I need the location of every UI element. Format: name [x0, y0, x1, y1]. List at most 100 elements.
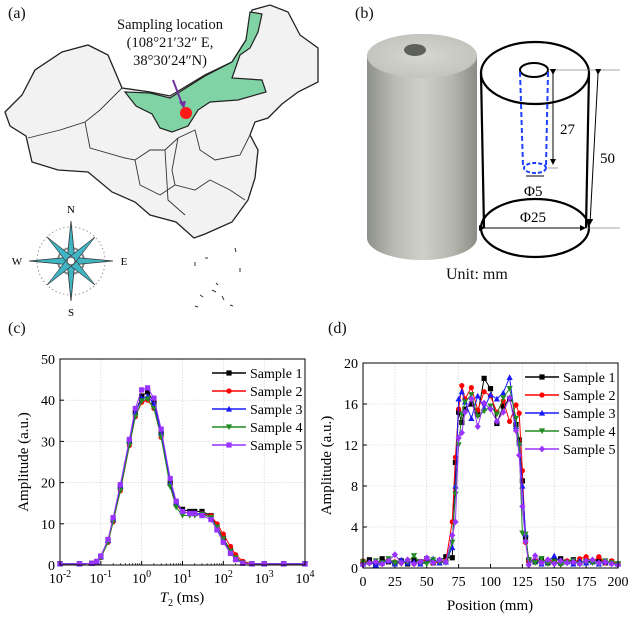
data-point — [227, 543, 234, 550]
y-tick-label: 0 — [48, 559, 55, 574]
data-point — [512, 415, 520, 422]
location-arrow-head — [179, 101, 186, 109]
data-point — [487, 386, 494, 392]
hole-side — [519, 71, 524, 167]
data-point — [458, 429, 465, 437]
data-point — [220, 531, 226, 537]
data-point — [372, 558, 379, 566]
data-point — [474, 413, 481, 420]
data-point — [474, 423, 481, 430]
panel-d-label: (d) — [328, 320, 347, 337]
data-point — [563, 559, 571, 567]
data-point — [583, 557, 590, 565]
data-point — [366, 559, 373, 567]
data-point — [391, 551, 398, 559]
y-tick-label: 12 — [344, 439, 358, 454]
data-point — [481, 399, 488, 407]
data-point — [455, 434, 462, 442]
data-point — [144, 396, 151, 403]
x-tick-label: 104 — [296, 569, 315, 587]
compass-s: S — [68, 307, 74, 319]
data-point — [455, 395, 462, 402]
province-borders — [171, 137, 179, 186]
sampling-location-marker — [180, 107, 192, 119]
legend-marker — [539, 374, 545, 380]
data-point — [458, 388, 465, 395]
data-point — [522, 531, 529, 538]
data-point — [404, 556, 411, 564]
data-point — [602, 558, 609, 566]
depth-label: 27 — [560, 122, 576, 138]
data-point — [500, 395, 507, 401]
y-tick-label: 8 — [351, 480, 358, 495]
x-tick-label: 175 — [576, 575, 597, 590]
data-point — [513, 402, 519, 408]
legend-label: Sample 4 — [250, 421, 303, 436]
compass-rose-icon — [28, 220, 114, 302]
data-point — [468, 385, 474, 391]
data-point — [474, 392, 481, 399]
data-point — [506, 394, 513, 402]
x-tick-label: 103 — [255, 569, 274, 587]
data-point — [436, 556, 443, 564]
location-arrow — [172, 79, 183, 105]
data-point — [525, 557, 532, 563]
data-point — [167, 475, 173, 482]
south-china-sea-islands — [194, 247, 241, 308]
t2-distribution-chart: 10-2 10-1 100 101 102 103 104 0 10 20 30 40 50 Sample… — [16, 353, 315, 609]
data-point — [516, 451, 523, 459]
data-point — [500, 389, 507, 396]
y-tick-label: 20 — [41, 477, 55, 492]
legend-label: Sample 1 — [563, 371, 616, 386]
plot-frame — [362, 362, 619, 569]
china-map: N S W E — [4, 4, 319, 319]
data-point — [583, 554, 589, 560]
panel-a-label: (a) — [8, 5, 26, 22]
data-point — [468, 395, 475, 403]
data-point — [461, 399, 469, 406]
data-point — [208, 517, 214, 523]
data-point — [158, 430, 165, 436]
data-point — [423, 561, 430, 567]
x-tick-label: 25 — [388, 575, 402, 590]
data-point — [105, 536, 111, 543]
legend-label: Sample 5 — [563, 443, 616, 458]
data-point — [557, 557, 564, 565]
legend-marker — [225, 405, 233, 412]
data-point — [145, 389, 151, 395]
annotation-line: Sampling location — [117, 17, 223, 33]
data-point — [544, 561, 551, 567]
data-point — [173, 504, 180, 511]
y-tick-label: 30 — [41, 435, 55, 450]
height-label: 50 — [600, 151, 615, 167]
data-point — [233, 557, 239, 563]
data-point — [213, 524, 221, 531]
data-point — [150, 405, 158, 412]
cylinder-top — [479, 40, 591, 106]
data-point — [89, 560, 95, 566]
data-point — [151, 395, 157, 401]
legend-label: Sample 1 — [250, 367, 303, 382]
panel-c-label: (c) — [8, 320, 26, 337]
y-tick-label: 20 — [344, 357, 358, 372]
hole-top — [519, 62, 549, 78]
sample-top-face — [367, 34, 477, 78]
legend-label: Sample 5 — [250, 439, 303, 454]
data-point — [443, 554, 449, 560]
data-point — [398, 559, 405, 567]
x-tick-label: 75 — [452, 575, 466, 590]
data-point — [214, 527, 220, 533]
data-point — [507, 418, 513, 425]
legend-label: Sample 2 — [563, 389, 616, 404]
data-point — [500, 403, 506, 409]
data-point — [110, 519, 117, 525]
legend-label: Sample 4 — [563, 425, 616, 440]
hole-diameter-label: Φ5 — [524, 184, 542, 200]
y-axis-label: Amplitude (a.u.) — [16, 412, 32, 512]
data-point — [468, 401, 474, 407]
data-point — [500, 408, 507, 416]
x-tick-label: 101 — [173, 569, 192, 587]
legend-label: Sample 3 — [563, 407, 616, 422]
data-point — [110, 515, 116, 521]
x-axis-label: T2 (ms) — [160, 590, 205, 609]
